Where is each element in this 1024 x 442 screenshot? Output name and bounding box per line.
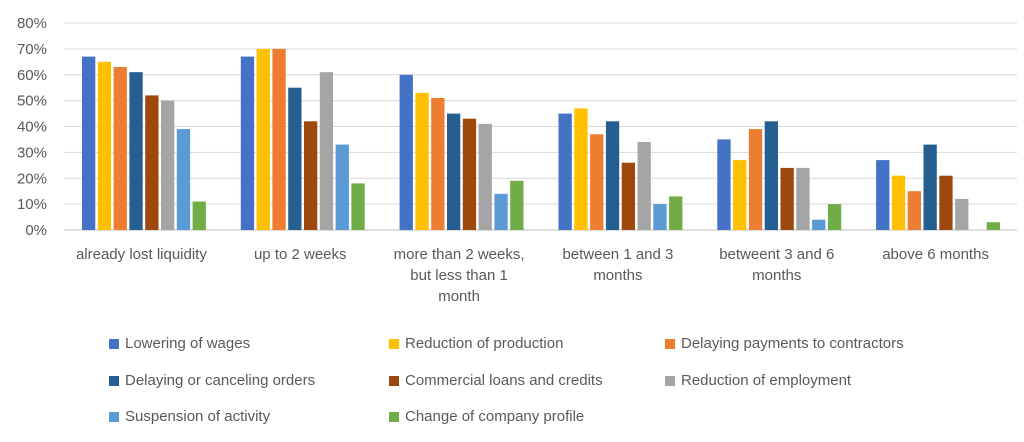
bar bbox=[272, 48, 286, 231]
x-category-label: already lost liquidity bbox=[76, 246, 207, 263]
y-tick-label: 0% bbox=[25, 222, 47, 239]
y-tick-label: 60% bbox=[17, 67, 47, 84]
bar bbox=[82, 56, 96, 230]
x-category-label: more than 2 weeks, but less than 1 month bbox=[394, 246, 525, 305]
bar bbox=[986, 222, 1000, 230]
bar bbox=[145, 95, 159, 231]
bar bbox=[431, 98, 445, 230]
bar bbox=[462, 118, 477, 230]
bar bbox=[510, 180, 524, 230]
bar bbox=[923, 144, 937, 230]
bar bbox=[319, 72, 334, 230]
x-category-label: up to 2 weeks bbox=[254, 246, 347, 263]
y-tick-label: 20% bbox=[17, 170, 47, 187]
bar bbox=[351, 183, 365, 230]
bar bbox=[876, 160, 890, 230]
bars bbox=[82, 48, 1000, 231]
bar bbox=[161, 100, 175, 230]
y-tick-label: 40% bbox=[17, 119, 47, 136]
bar bbox=[129, 72, 143, 230]
bar bbox=[955, 198, 969, 230]
bar bbox=[399, 74, 413, 231]
bar bbox=[733, 160, 747, 230]
bar bbox=[653, 204, 667, 230]
bar bbox=[415, 92, 429, 231]
bar bbox=[176, 129, 191, 230]
y-tick-label: 10% bbox=[17, 196, 47, 213]
bar bbox=[812, 219, 826, 230]
x-category-label: above 6 months bbox=[882, 246, 989, 263]
x-axis: already lost liquidity up to 2 weeks more … bbox=[76, 246, 989, 305]
bar bbox=[605, 121, 620, 230]
bar bbox=[494, 193, 508, 230]
bar bbox=[558, 113, 572, 230]
bar bbox=[192, 201, 206, 230]
bar bbox=[764, 121, 778, 230]
bar bbox=[574, 108, 588, 230]
bar bbox=[891, 175, 906, 230]
x-category-label: betweent 3 and 6 months bbox=[719, 246, 834, 284]
y-tick-label: 80% bbox=[17, 15, 47, 32]
bar bbox=[240, 56, 255, 230]
bar bbox=[256, 48, 270, 231]
bar bbox=[478, 123, 492, 230]
bar bbox=[113, 67, 127, 230]
bar bbox=[717, 139, 731, 230]
bar bbox=[637, 142, 651, 230]
bar bbox=[335, 144, 349, 230]
bar bbox=[796, 167, 810, 230]
y-tick-label: 50% bbox=[17, 93, 47, 110]
bar bbox=[621, 162, 635, 230]
gridlines bbox=[64, 22, 1017, 231]
bar bbox=[669, 196, 683, 230]
bar bbox=[748, 129, 763, 230]
bar bbox=[447, 113, 461, 230]
y-tick-label: 70% bbox=[17, 41, 47, 58]
bar bbox=[780, 167, 794, 230]
bar bbox=[907, 191, 921, 230]
bar bbox=[304, 121, 318, 230]
y-tick-label: 30% bbox=[17, 144, 47, 161]
x-category-label: between 1 and 3 months bbox=[562, 246, 673, 284]
bar bbox=[939, 175, 953, 230]
bar bbox=[590, 134, 604, 230]
bar bbox=[97, 61, 112, 230]
bar bbox=[827, 204, 842, 230]
y-axis: 0% 10% 20% 30% 40% 50% 60% 70% 80% bbox=[17, 15, 47, 239]
bar bbox=[288, 87, 302, 230]
